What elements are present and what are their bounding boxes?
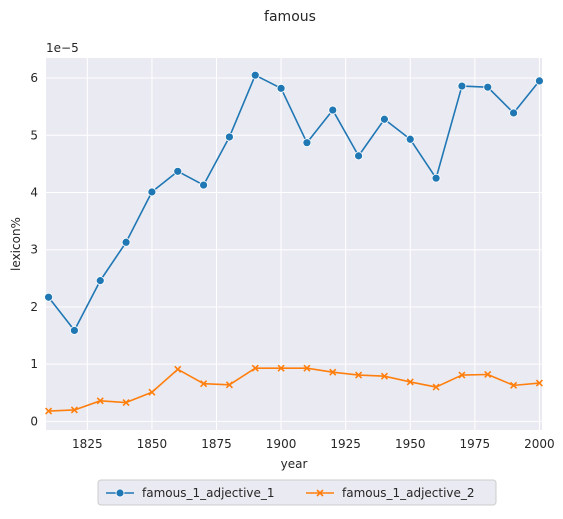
data-point	[122, 398, 130, 407]
data-point	[483, 82, 493, 92]
y-tick-label: 6	[30, 71, 38, 85]
x-tick-label: 1925	[330, 437, 361, 451]
data-point	[251, 364, 259, 372]
x-tick-labels: 1825 1850 1875 1900 1925 1950 1975 2000	[72, 437, 555, 451]
grid-lines	[46, 58, 542, 430]
series-line	[47, 74, 541, 332]
legend-entry: famous_1_adjective_2	[306, 486, 475, 500]
legend-label: famous_1_adjective_2	[342, 486, 475, 500]
data-point	[173, 166, 183, 176]
data-point	[96, 397, 104, 405]
series-line	[48, 367, 540, 412]
x-tick-label: 1850	[137, 437, 168, 451]
legend-marker	[115, 488, 125, 498]
y-tick-label: 3	[30, 243, 38, 257]
x-tick-label: 1900	[266, 437, 297, 451]
data-point	[457, 81, 467, 91]
data-point	[354, 151, 363, 161]
data-point	[70, 326, 79, 335]
data-point	[70, 406, 78, 414]
data-point	[45, 407, 53, 415]
x-tick-label: 2000	[524, 437, 555, 451]
legend-frame	[97, 479, 497, 506]
data-point	[277, 364, 285, 372]
data-point	[95, 276, 105, 286]
data-point	[535, 379, 543, 387]
x-tick-label: 1825	[72, 437, 103, 451]
series-layer	[44, 70, 544, 415]
data-point	[510, 381, 518, 389]
data-point	[484, 370, 492, 379]
y-tick-label: 2	[30, 300, 38, 314]
data-point	[147, 187, 157, 197]
data-point	[431, 173, 441, 183]
data-point	[225, 132, 234, 142]
y-scale-label: 1e−5	[46, 41, 79, 55]
data-point	[225, 381, 233, 389]
data-point	[380, 372, 388, 380]
y-tick-labels: 0 1 2 3 4 5 6	[30, 71, 38, 428]
data-point	[405, 134, 415, 144]
data-point	[355, 371, 363, 379]
x-tick-label: 1875	[201, 437, 232, 451]
data-point	[380, 114, 389, 124]
y-tick-label: 1	[30, 357, 38, 371]
data-point	[432, 383, 440, 391]
data-point	[200, 380, 208, 388]
data-point	[535, 76, 544, 86]
y-tick-label: 0	[30, 414, 38, 428]
data-point	[174, 365, 182, 373]
data-point	[276, 83, 286, 93]
data-point	[199, 180, 208, 190]
data-point	[302, 138, 312, 148]
series-famous_1_adjective_2	[45, 364, 543, 415]
legend-label: famous_1_adjective_1	[142, 486, 275, 500]
data-point	[303, 364, 311, 372]
x-tick-label: 1950	[395, 437, 426, 451]
data-point	[458, 371, 466, 379]
data-point	[406, 378, 414, 386]
legend-entry: famous_1_adjective_1	[106, 486, 275, 500]
series-famous_1_adjective_1	[44, 70, 544, 335]
data-point	[328, 105, 338, 115]
chart-title: famous	[264, 9, 316, 25]
y-axis-label: lexicon%	[9, 217, 23, 271]
y-tick-label: 5	[30, 128, 38, 142]
data-point	[329, 368, 337, 376]
data-point	[250, 70, 260, 80]
data-point	[121, 237, 131, 247]
x-tick-label: 1975	[460, 437, 491, 451]
data-point	[509, 108, 518, 118]
data-point	[44, 292, 53, 302]
y-tick-label: 4	[30, 185, 38, 199]
x-axis-label: year	[281, 457, 308, 471]
legend-marker	[316, 489, 324, 497]
legend: famous_1_adjective_1 famous_1_adjective_2	[97, 479, 497, 506]
data-point	[148, 388, 156, 396]
